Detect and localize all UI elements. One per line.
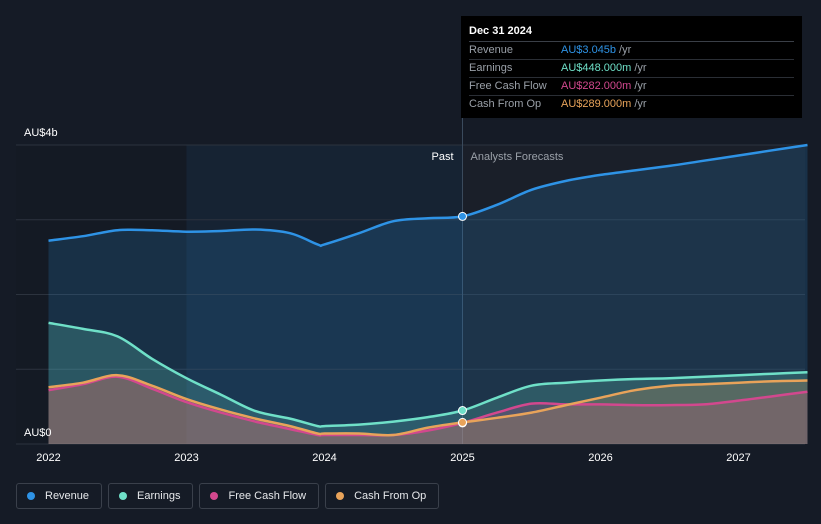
legend-dot-icon [119,492,128,500]
tooltip-row-free-cash-flow: Free Cash Flow AU$282.000m/yr [469,78,794,96]
y-axis-bottom-label: AU$0 [24,427,52,439]
x-tick-2024: 2024 [312,452,336,464]
forecast-label: Analysts Forecasts [471,151,564,163]
free-cash-flow-line [48,375,808,437]
x-tick-2023: 2023 [174,452,198,464]
x-tick-2022: 2022 [36,452,60,464]
legend-dot-icon [210,492,219,500]
legend-dot-icon [27,492,35,500]
earnings-line [48,321,808,428]
past-label: Past [431,151,453,163]
revenue-area [48,145,808,444]
tooltip-row-label: Revenue [469,44,514,56]
tooltip-markers [458,211,467,428]
tooltip-row-unit: /yr [634,98,647,110]
tooltip-row-unit: /yr [634,80,647,92]
tooltip-row-cash-from-op: Cash From Op AU$289.000m/yr [469,96,794,113]
legend-label: Revenue [45,490,90,502]
revenue-line [48,143,808,248]
financial-area-chart: AU$4b AU$0 2022 2023 2024 2025 2026 2027 Past Ana… [16,118,808,464]
series-lines [48,143,808,437]
legend-dot-icon [336,492,345,500]
tooltip-row-value: AU$282.000m [561,80,632,92]
tooltip-row-revenue: Revenue AU$3.045b/yr [469,42,794,60]
tooltip-row-value: AU$289.000m [561,98,632,110]
tooltip-row-unit: /yr [619,44,632,56]
revenue-marker [458,211,467,221]
tooltip-date: Dec 31 2024 [469,24,794,42]
tooltip-row-unit: /yr [634,62,647,74]
legend-item-earnings[interactable]: Earnings [108,483,194,509]
x-tick-2027: 2027 [726,452,750,464]
tooltip-row-label: Earnings [469,62,513,74]
legend-item-cash-from-op[interactable]: Cash From Op [325,483,440,509]
tooltip-row-label: Cash From Op [469,98,542,110]
x-tick-2026: 2026 [588,452,612,464]
cash-from-op-marker [458,417,467,427]
legend-label: Cash From Op [354,490,427,502]
legend-label: Earnings [137,490,181,502]
tooltip-rows: Revenue AU$3.045b/yr Earnings AU$448.000m/y… [469,42,794,113]
cash-from-op-line [48,373,808,437]
tooltip: Dec 31 2024 Revenue AU$3.045b/yr Earnings A… [461,16,802,118]
free-cash-flow-area [48,376,808,444]
legend-label: Free Cash Flow [228,490,307,502]
x-tick-2025: 2025 [450,452,474,464]
legend-item-revenue[interactable]: Revenue [16,483,103,509]
tooltip-row-label: Free Cash Flow [469,80,547,92]
tooltip-row-value: AU$3.045b [561,44,617,56]
y-axis-top-label: AU$4b [24,127,58,139]
axis-labels: AU$4b AU$0 2022 2023 2024 2025 2026 2027 Past Ana… [24,127,751,464]
earnings-marker [458,406,467,416]
tooltip-row-earnings: Earnings AU$448.000m/yr [469,60,794,78]
legend-item-free-cash-flow[interactable]: Free Cash Flow [199,483,320,509]
cash-from-op-area [48,375,808,444]
legend: Revenue Earnings Free Cash Flow Cash From O… [16,483,440,511]
tooltip-row-value: AU$448.000m [561,62,632,74]
